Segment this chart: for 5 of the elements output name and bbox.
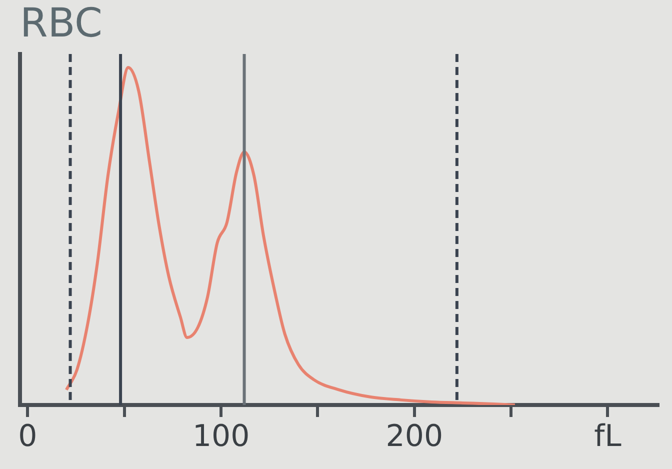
x-tick-label: 200 (386, 418, 444, 454)
chart-title: RBC (20, 0, 102, 46)
x-tick-label: 0 (18, 418, 38, 454)
x-tick-label: fL (594, 418, 622, 454)
x-tick-label: 100 (192, 418, 250, 454)
